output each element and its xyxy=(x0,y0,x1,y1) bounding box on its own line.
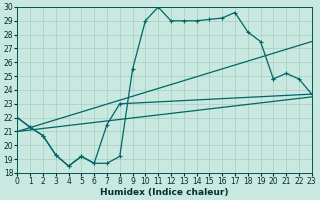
X-axis label: Humidex (Indice chaleur): Humidex (Indice chaleur) xyxy=(100,188,229,197)
